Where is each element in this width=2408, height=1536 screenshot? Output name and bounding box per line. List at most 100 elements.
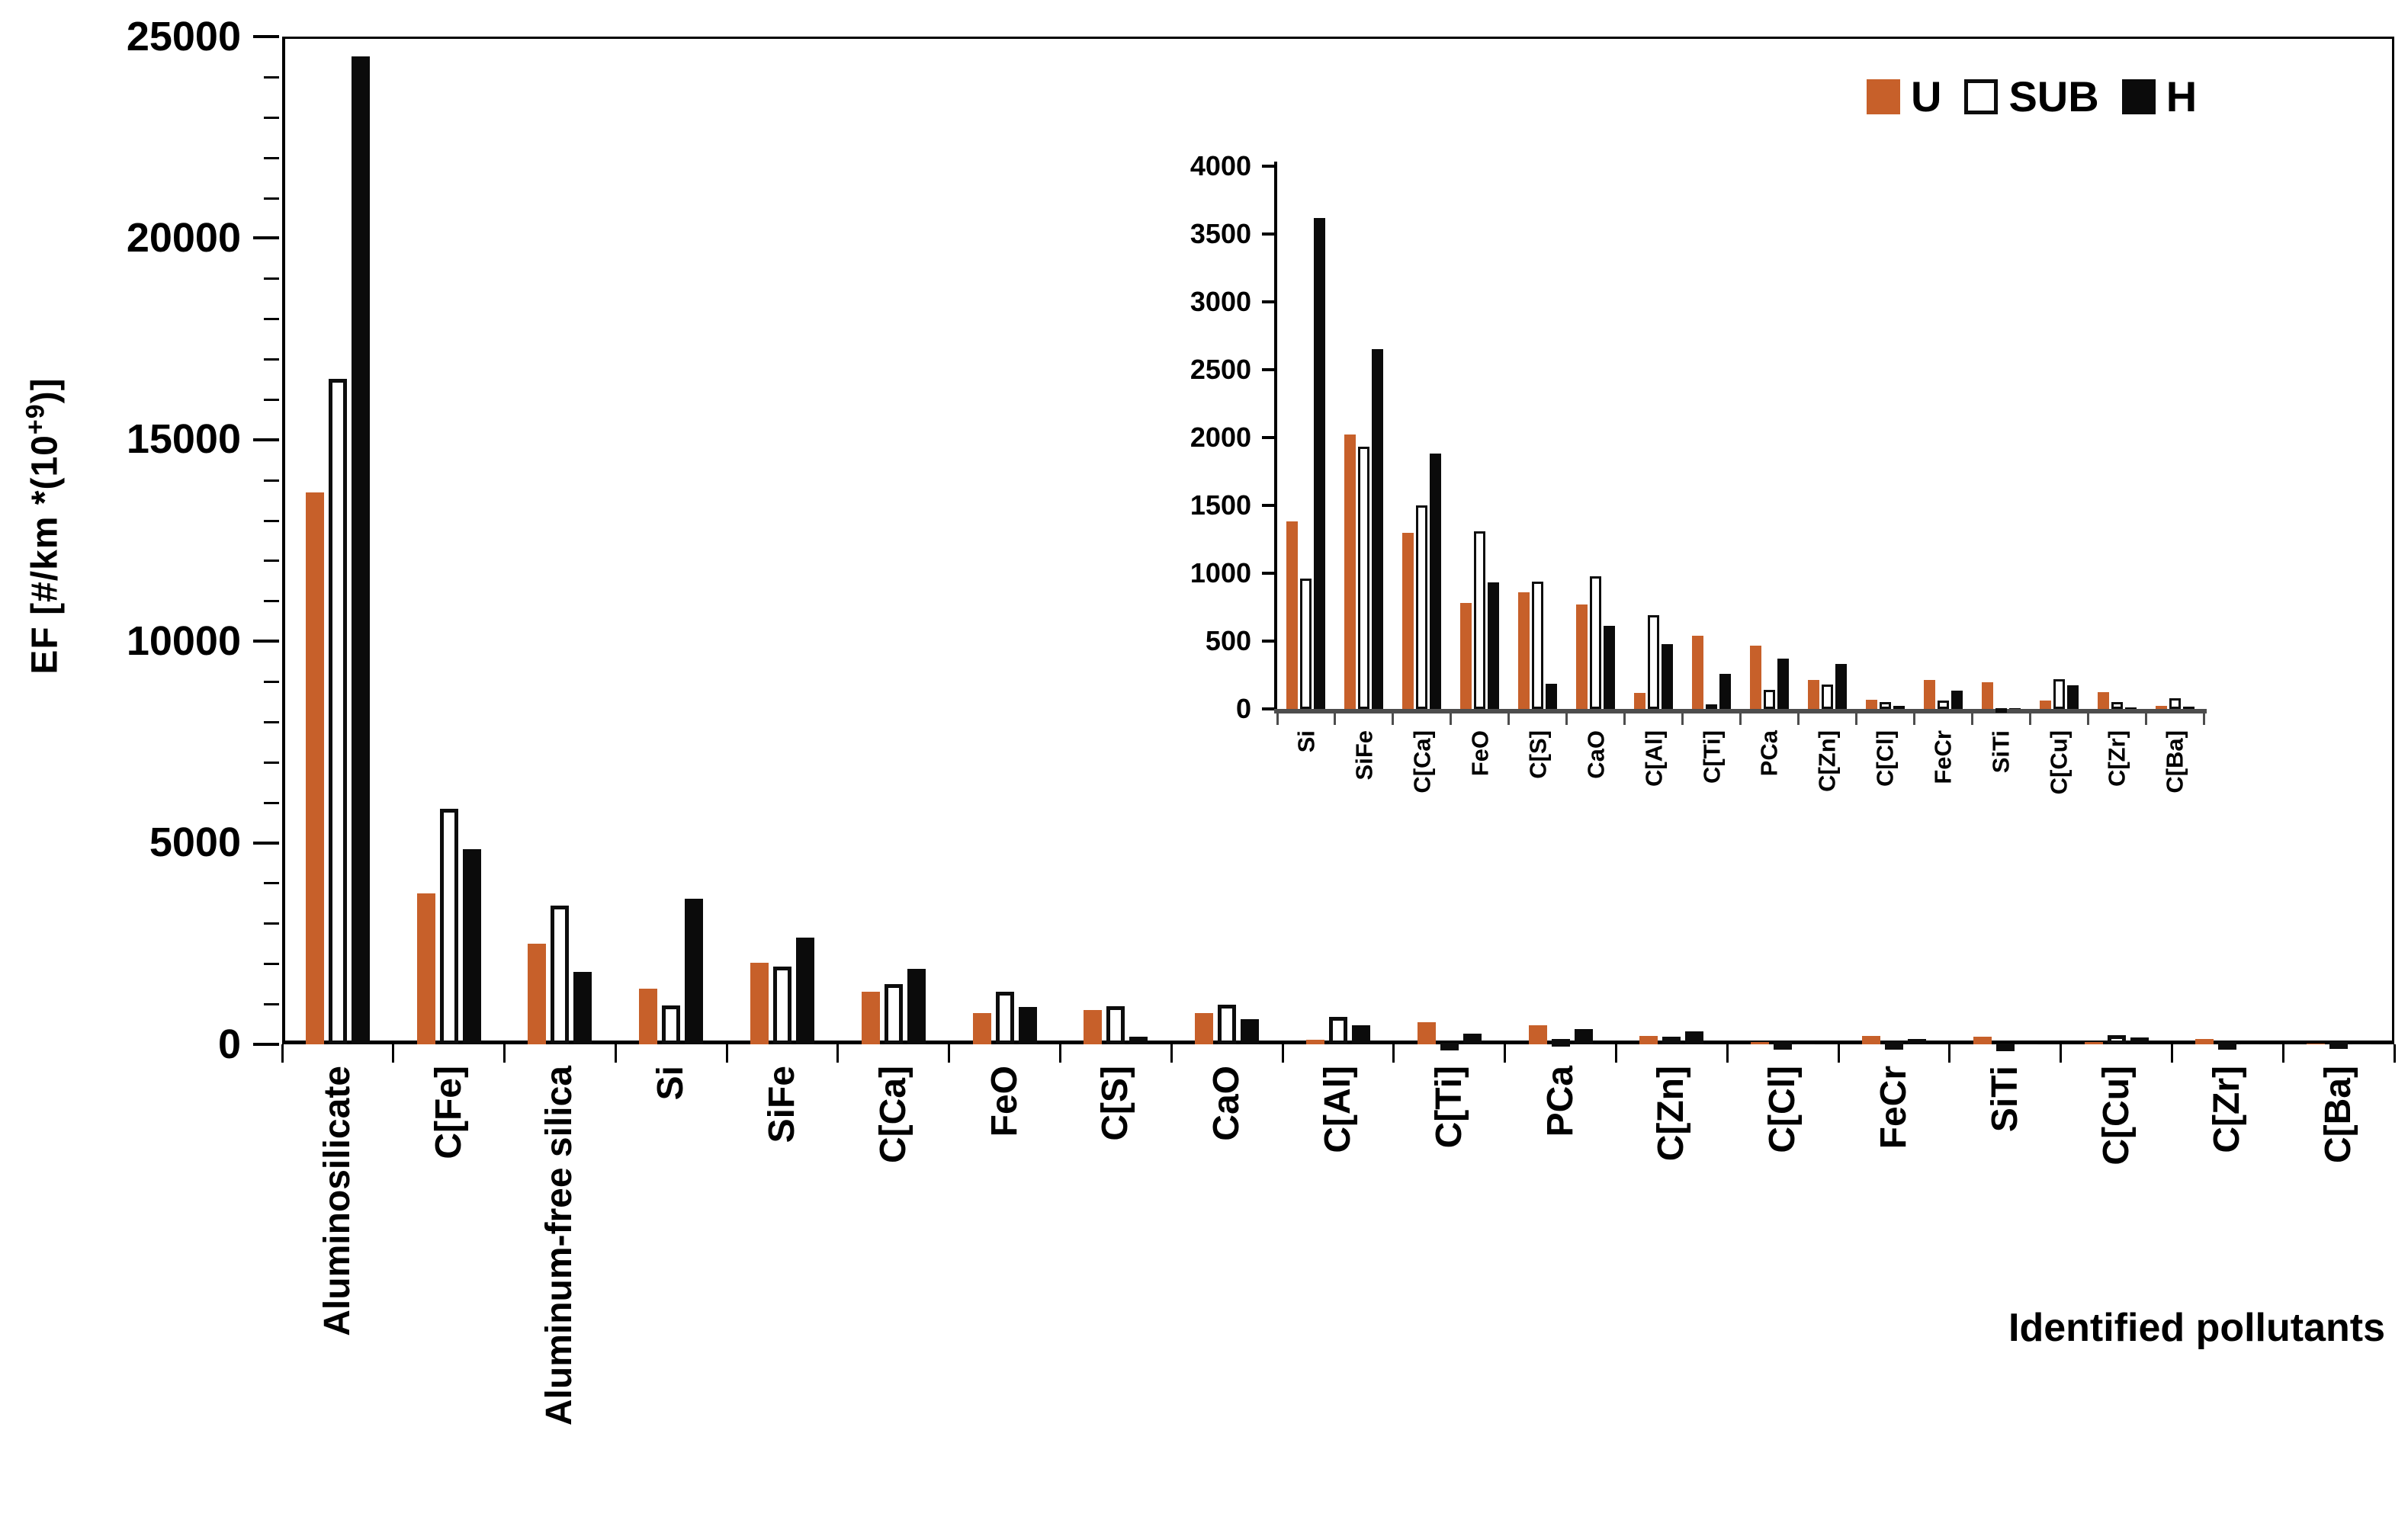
x-tick: [1281, 1044, 1284, 1063]
y-minor-tick: [264, 922, 279, 925]
bar-SUB-C[Zn]: [1662, 1037, 1681, 1045]
bar-SUB-FeO: [995, 991, 1014, 1044]
category-label: C[Ba]: [2161, 730, 2188, 794]
bar-SUB-Si: [662, 1005, 681, 1044]
x-tick: [1276, 713, 1279, 725]
bar-SUB-PCa: [1551, 1038, 1570, 1047]
bar-H-SiFe: [796, 937, 815, 1044]
bar-H-C[Ti]: [1462, 1034, 1482, 1044]
category-label: C[Ca]: [872, 1066, 913, 1163]
category-label: FeO: [1466, 730, 1494, 777]
legend-label: H: [2166, 72, 2198, 120]
y-tick-label: 0: [217, 1021, 241, 1067]
x-tick: [503, 1044, 506, 1063]
x-tick: [836, 1044, 840, 1063]
bar-H-Aluminosilicate: [351, 56, 370, 1044]
x-tick: [392, 1044, 395, 1063]
x-axis-title: Identified pollutants: [2008, 1306, 2385, 1350]
x-tick: [1392, 713, 1395, 725]
y-minor-tick: [264, 156, 279, 159]
x-tick: [1837, 1044, 1840, 1063]
y-major-tick: [1262, 300, 1274, 303]
bar-U-Si: [639, 989, 658, 1044]
x-tick: [2144, 713, 2147, 725]
category-label: C[S]: [1524, 730, 1552, 779]
category-label: PCa: [1755, 730, 1783, 777]
x-tick: [1507, 713, 1511, 725]
y-minor-tick: [264, 600, 279, 603]
y-axis-title-suffix: )]: [24, 377, 66, 404]
bar-H-C[Cu]: [2130, 1037, 2149, 1044]
y-minor-tick: [264, 358, 279, 361]
x-tick: [1450, 713, 1453, 725]
bar-SUB-C[Ba]: [2329, 1041, 2349, 1049]
bar-SUB-C[Ba]: [2169, 697, 2181, 709]
bar-H-SiFe: [1372, 349, 1384, 709]
x-tick: [948, 1044, 951, 1063]
bar-SUB-C[Ti]: [1440, 1043, 1459, 1051]
x-tick: [1726, 1044, 1729, 1063]
category-label: SiFe: [1350, 730, 1378, 781]
y-major-tick: [1262, 572, 1274, 575]
y-major-tick: [1262, 707, 1274, 710]
y-tick-label: 0: [1235, 692, 1251, 724]
y-major-tick: [253, 236, 279, 240]
bar-SUB-SiTi: [1995, 1044, 2015, 1051]
bar-SUB-C[Zr]: [2218, 1042, 2237, 1050]
bar-SUB-C[S]: [1106, 1006, 1125, 1044]
y-minor-tick: [264, 1003, 279, 1006]
x-tick: [1334, 713, 1337, 725]
bar-U-Si: [1286, 521, 1299, 709]
bar-U-CaO: [1195, 1013, 1214, 1044]
y-major-tick: [1262, 165, 1274, 168]
x-tick: [725, 1044, 728, 1063]
bar-U-C[Cu]: [2084, 1041, 2103, 1044]
x-tick: [1796, 713, 1800, 725]
bar-U-C[Al]: [1306, 1039, 1324, 1044]
bar-SUB-FeCr: [1884, 1041, 1903, 1050]
bar-H-C[Zn]: [1835, 664, 1847, 709]
bar-U-C[Zn]: [1639, 1035, 1658, 1044]
bar-H-C[Zr]: [2124, 707, 2137, 709]
category-label: Aluminosilicate: [316, 1066, 358, 1336]
y-tick-label: 5000: [149, 819, 241, 866]
bar-U-SiTi: [1981, 682, 1993, 709]
y-tick-label: 15000: [126, 416, 241, 463]
bar-H-C[Ca]: [907, 968, 926, 1044]
bar-H-FeCr: [1950, 690, 1963, 709]
bar-H-Aluminum-free silica: [573, 971, 592, 1044]
y-tick-label: 2500: [1190, 353, 1251, 385]
bar-U-C[Zr]: [2097, 691, 2109, 709]
bar-SUB-Aluminum-free silica: [551, 905, 570, 1044]
y-minor-tick: [264, 75, 279, 79]
y-tick-label: 25000: [126, 13, 241, 59]
category-label: C[Fe]: [428, 1066, 469, 1159]
bar-SUB-FeCr: [1937, 701, 1949, 709]
bar-U-C[Fe]: [416, 893, 435, 1044]
legend-swatch-U: [1867, 79, 1900, 114]
x-tick: [2060, 1044, 2063, 1063]
legend-label: SUB: [2008, 72, 2099, 120]
y-major-tick: [1262, 368, 1274, 371]
category-label: FeCr: [1873, 1066, 1914, 1150]
plot-frame: [282, 37, 2394, 1044]
bar-H-C[Ca]: [1430, 454, 1442, 709]
category-label: C[S]: [1095, 1066, 1136, 1141]
x-tick: [1565, 713, 1568, 725]
x-tick: [2086, 713, 2089, 725]
bar-SUB-C[Fe]: [439, 808, 458, 1044]
y-tick-label: 1000: [1190, 556, 1251, 588]
bar-U-SiFe: [750, 963, 769, 1044]
bar-U-C[Ba]: [2155, 705, 2167, 709]
bar-SUB-C[Al]: [1648, 615, 1660, 709]
category-label: C[Ti]: [1428, 1066, 1469, 1149]
bar-U-Aluminosilicate: [305, 492, 324, 1044]
bar-U-C[Cu]: [2039, 701, 2051, 709]
x-tick: [2170, 1044, 2173, 1063]
bar-H-C[Al]: [1662, 643, 1674, 709]
x-tick: [1059, 1044, 1062, 1063]
y-minor-tick: [264, 761, 279, 764]
x-tick: [2281, 1044, 2284, 1063]
bar-U-C[Ti]: [1417, 1022, 1436, 1044]
bar-U-C[Ca]: [1402, 532, 1414, 709]
